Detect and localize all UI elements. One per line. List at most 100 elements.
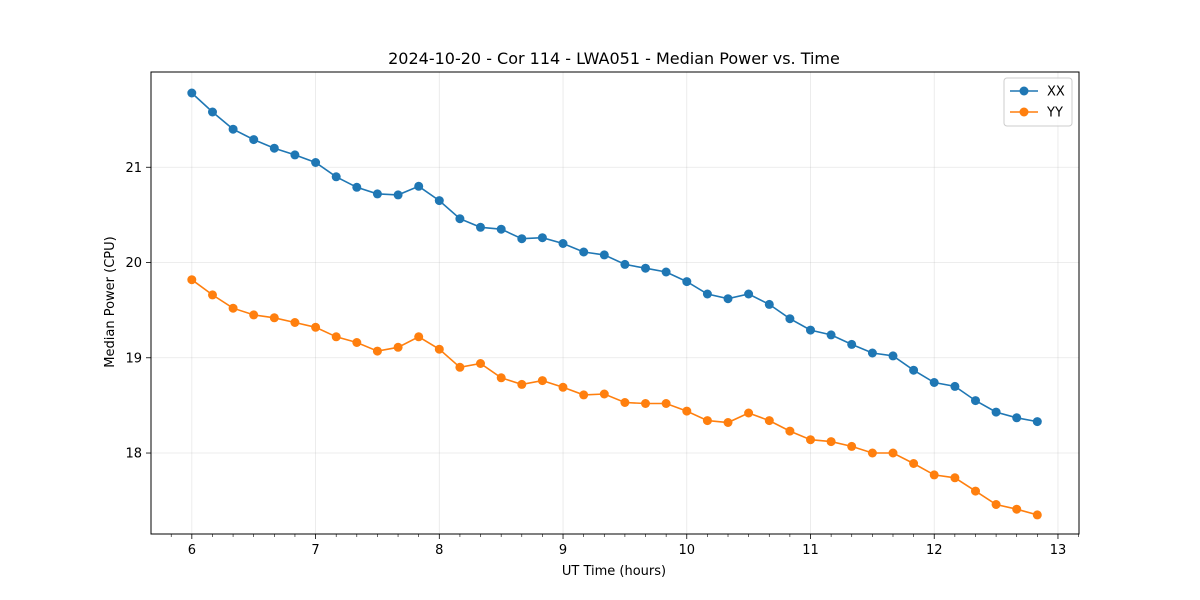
plot-frame [150,71,1080,535]
series-yy [187,275,1042,520]
data-point-xx [888,351,898,361]
data-point-yy [414,332,424,342]
x-tick-label: 10 [678,543,695,558]
data-point-yy [826,437,836,447]
data-point-xx [682,277,692,287]
grid [151,72,1079,534]
data-point-xx [331,172,341,182]
data-point-yy [764,416,774,426]
data-point-yy [393,342,403,352]
data-point-yy [476,359,485,368]
chart-title: 2024-10-20 - Cor 114 - LWA051 - Median P… [388,49,840,68]
y-tick-label: 19 [125,351,142,366]
data-point-xx [909,365,919,375]
x-tick-label: 11 [802,543,819,558]
data-point-xx [599,250,609,260]
data-point-yy [537,376,547,386]
data-point-xx [641,263,650,273]
data-point-yy [249,310,259,320]
data-point-yy [579,390,589,400]
data-point-yy [991,500,1001,509]
x-axis-label: UT Time (hours) [562,564,666,579]
legend-label: XX [1047,85,1065,100]
legend-entry-xx: XX [1010,85,1065,100]
y-tick-label: 21 [125,161,142,176]
data-point-xx [311,158,321,167]
x-tick-label: 7 [311,543,319,558]
data-point-yy [682,406,692,416]
data-point-yy [599,389,609,399]
data-point-xx [290,150,300,160]
ticks: 6 7 8 9 10 11 12 13 18 19 20 21 [125,161,1079,558]
data-point-xx [372,189,382,199]
data-point-xx [620,259,630,269]
data-point-yy [744,408,754,418]
data-point-xx [867,348,877,358]
data-point-yy [352,338,362,347]
data-point-yy [971,486,980,496]
data-point-yy [620,398,630,407]
data-point-yy [1012,504,1022,514]
data-point-yy [517,379,527,389]
series-group [187,88,1042,520]
data-point-yy [290,318,300,327]
data-point-xx [826,330,836,340]
data-point-xx [434,196,444,206]
data-point-xx [971,396,980,406]
data-point-xx [744,289,754,299]
data-point-xx [579,247,589,257]
data-point-xx [558,239,568,248]
data-point-yy [661,399,671,408]
data-point-xx [228,124,238,134]
data-point-xx [352,182,362,192]
data-point-yy [187,275,197,285]
series-xx [187,88,1042,427]
data-point-yy [847,441,857,451]
data-point-yy [228,303,238,313]
data-point-xx [702,289,712,299]
data-point-yy [311,322,321,332]
data-point-xx [764,299,774,309]
data-point-xx [414,181,424,191]
series-line-yy [191,279,1038,516]
data-point-yy [909,459,919,468]
legend-entry-yy: YY [1010,106,1063,121]
x-tick-label: 13 [1050,543,1067,558]
data-point-yy [208,290,217,300]
legend: XX YY [1003,77,1073,127]
data-point-xx [1032,417,1042,427]
data-point-xx [537,233,547,243]
data-point-xx [517,234,527,244]
data-point-xx [806,325,815,335]
data-point-xx [208,107,217,117]
data-point-xx [847,339,857,349]
data-point-xx [496,224,506,234]
legend-marker [1019,86,1029,96]
data-point-yy [372,346,382,356]
data-point-xx [269,143,279,153]
x-tick-label: 6 [188,543,196,558]
data-point-yy [558,382,568,392]
x-tick-label: 9 [559,543,567,558]
data-point-yy [269,313,279,323]
data-point-yy [806,435,815,445]
y-tick-label: 18 [125,447,142,462]
data-point-xx [476,222,485,232]
data-point-xx [950,381,960,391]
data-point-xx [785,314,795,324]
data-point-yy [888,448,898,458]
data-point-xx [455,214,465,224]
data-point-xx [1012,413,1022,423]
data-point-xx [991,407,1001,417]
data-point-yy [455,362,465,372]
data-point-yy [785,426,795,436]
data-point-xx [723,294,733,304]
y-tick-label: 20 [125,256,142,271]
data-point-yy [723,418,733,427]
data-point-yy [929,470,939,480]
data-point-xx [249,135,259,145]
data-point-xx [393,190,403,200]
y-axis-label: Median Power (CPU) [103,236,118,367]
data-point-yy [641,399,650,408]
